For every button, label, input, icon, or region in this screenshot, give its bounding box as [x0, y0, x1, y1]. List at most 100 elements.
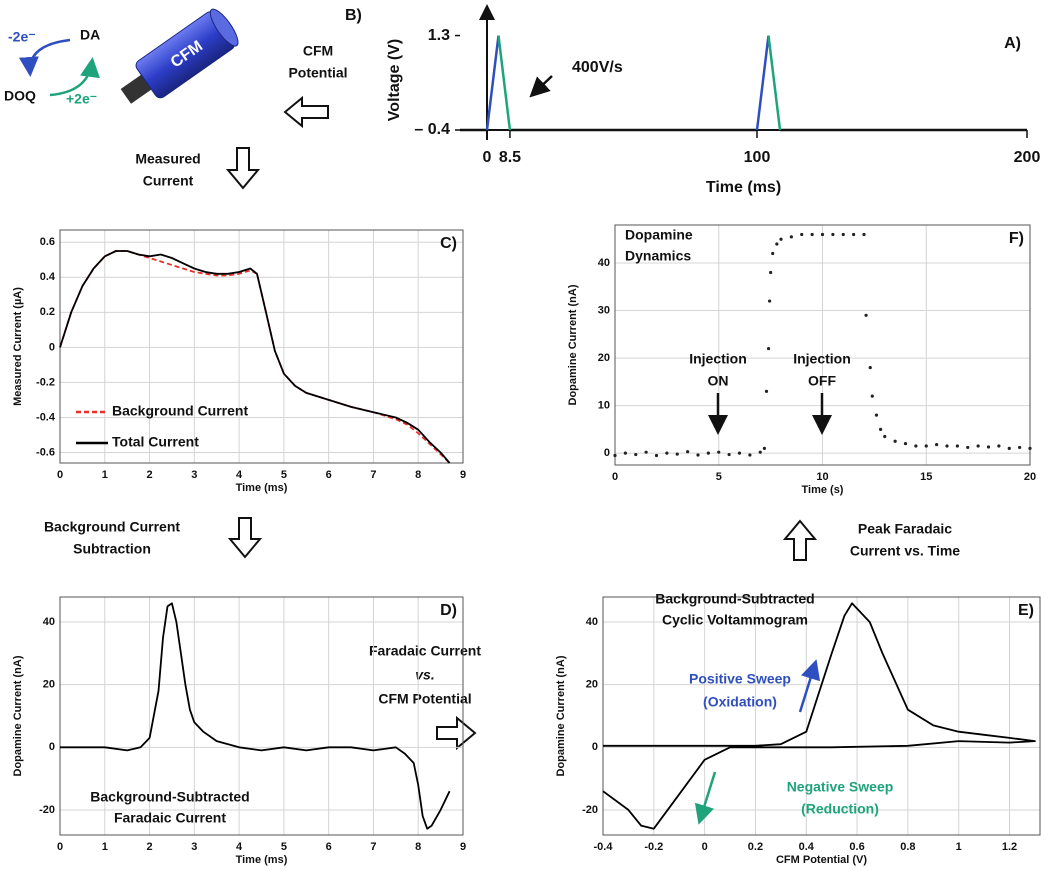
- point: [852, 232, 856, 237]
- y-tick-label: – 0.4: [414, 121, 450, 138]
- annotation: Faradaic Current: [114, 810, 226, 826]
- point: [831, 232, 835, 237]
- x-tick-label: 6: [326, 841, 332, 853]
- panel-label: B): [345, 7, 362, 24]
- point: [665, 451, 669, 455]
- y-tick-label: 40: [586, 616, 598, 628]
- point: [868, 365, 872, 370]
- x-tick-label: -0.2: [644, 841, 663, 853]
- y-tick-label: 1.3: [428, 27, 450, 44]
- point: [903, 442, 908, 446]
- y-tick-label: 20: [43, 679, 55, 691]
- x-tick-label: 0: [57, 469, 63, 481]
- x-tick-label: 6: [326, 469, 332, 481]
- x-tick-label: 0.6: [849, 841, 864, 853]
- point: [767, 299, 772, 303]
- annotation: Dynamics: [625, 248, 691, 264]
- x-tick-label: 0.4: [799, 841, 815, 853]
- x-tick-label: 1: [102, 841, 108, 853]
- arrow: [694, 771, 717, 825]
- x-tick-label: 1.2: [1002, 841, 1017, 853]
- point: [1018, 445, 1022, 450]
- block-arrow: [227, 517, 263, 559]
- point: [737, 451, 742, 455]
- y-tick-label: 40: [43, 616, 55, 628]
- arrow: [49, 57, 100, 97]
- point: [1007, 446, 1011, 450]
- point: [762, 446, 767, 450]
- point: [758, 450, 762, 454]
- block-arrow: [283, 95, 329, 129]
- point: [789, 235, 793, 239]
- x-tick-label: 5: [716, 471, 722, 483]
- step: Background Current: [44, 519, 180, 535]
- x-axis-label: Time (ms): [236, 854, 288, 866]
- x-tick-label: 9: [460, 841, 466, 853]
- point: [654, 453, 659, 458]
- point: [779, 237, 783, 241]
- point: [870, 394, 874, 398]
- x-tick-label: 0: [483, 149, 492, 166]
- y-tick-label: 0.4: [40, 271, 56, 283]
- point: [924, 444, 928, 448]
- panel-label: C): [440, 235, 457, 252]
- step: CFM: [303, 43, 333, 59]
- step: Current: [143, 173, 194, 189]
- y-tick-label: -0.4: [36, 411, 56, 423]
- annotation: OFF: [808, 373, 836, 389]
- arrow: [798, 659, 821, 713]
- x-tick-label: 200: [1014, 149, 1041, 166]
- point: [634, 452, 638, 457]
- x-tick-label: 2: [146, 841, 152, 853]
- y-tick-label: 40: [598, 257, 610, 269]
- plot-frame: [614, 224, 1031, 466]
- y-axis-label: Measured Current (µA): [12, 287, 24, 406]
- point: [800, 232, 804, 237]
- point: [874, 413, 879, 417]
- annotation: Background-Subtracted: [655, 591, 814, 607]
- point: [696, 453, 700, 457]
- x-tick-label: 7: [370, 841, 376, 853]
- electrons: -2e⁻: [8, 29, 36, 45]
- chart: 0 10 20 30 40 0 5 10 15 20 F) Time (s) Dopamine Curr…: [567, 224, 1036, 496]
- annotation: Cyclic Voltammogram: [662, 612, 808, 628]
- block-arrow: [225, 147, 261, 190]
- plot-frame: [59, 229, 464, 464]
- chart: -20 0 20 40 0 1 2 3 4 5 6 7 8 9 D) Time (ms) Dopamine Cu…: [12, 596, 466, 866]
- x-tick-label: 15: [920, 471, 932, 483]
- point: [686, 450, 690, 454]
- x-tick-label: 20: [1024, 471, 1036, 483]
- annotation: Dopamine: [625, 227, 693, 243]
- point: [727, 452, 731, 457]
- plot-frame: [602, 596, 1041, 836]
- point: [966, 445, 970, 450]
- x-axis-label: CFM Potential (V): [776, 854, 867, 866]
- x-tick-label: 8: [415, 469, 421, 481]
- y-tick-label: 10: [598, 400, 610, 412]
- x-tick-label: 4: [236, 469, 243, 481]
- chart: -0.6 -0.4 -0.2 0 0.2 0.4 0.6 0 1 2 3 4 5 6 7 8 9 C) Time (…: [12, 229, 466, 494]
- chart: – 0.4 1.3 0 8.5 100 200 A) Time (ms) Voltage (V)…: [386, 4, 1041, 196]
- point: [879, 427, 883, 431]
- y-tick-label: -20: [39, 804, 55, 816]
- y-axis-label: Voltage (V): [386, 39, 403, 121]
- point: [976, 444, 980, 448]
- x-tick-label: 10: [816, 471, 828, 483]
- x-tick-label: 100: [744, 149, 771, 166]
- x-tick-label: 0: [612, 471, 618, 483]
- x-tick-label: 9: [460, 469, 466, 481]
- annotation: (Reduction): [801, 801, 879, 817]
- species: DOQ: [4, 88, 36, 104]
- point: [675, 452, 679, 456]
- x-tick-label: 0.8: [900, 841, 915, 853]
- annotation: Negative Sweep: [787, 779, 894, 795]
- annotation: 400V/s: [572, 59, 623, 76]
- point: [986, 445, 991, 449]
- x-tick-label: 5: [281, 841, 287, 853]
- x-tick-label: 0.2: [748, 841, 763, 853]
- panel-label: E): [1018, 602, 1034, 619]
- x-axis-label: Time (s): [802, 484, 844, 496]
- y-tick-label: 0: [592, 741, 598, 753]
- x-axis-label: Time (ms): [236, 482, 288, 494]
- y-tick-label: 0: [49, 741, 55, 753]
